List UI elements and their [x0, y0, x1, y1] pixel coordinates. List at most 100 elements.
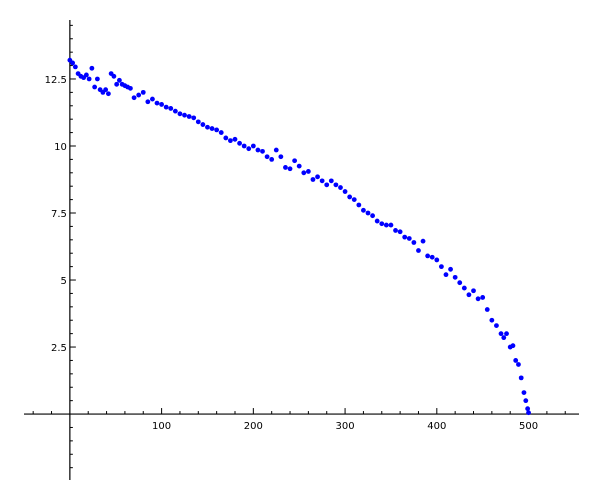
data-point: [89, 65, 95, 71]
y-tick-label: 12.5: [45, 75, 67, 86]
data-point: [237, 140, 242, 146]
data-point: [388, 222, 394, 228]
data-point: [471, 288, 476, 294]
data-point: [501, 335, 507, 341]
data-point: [128, 85, 133, 91]
data-point: [195, 119, 201, 125]
data-point: [70, 60, 76, 66]
data-point: [154, 100, 160, 106]
data-point: [480, 295, 486, 300]
data-point: [379, 221, 385, 227]
data-point: [466, 292, 472, 298]
data-point: [416, 248, 421, 253]
data-point: [521, 390, 527, 396]
data-point: [452, 274, 458, 280]
data-point: [209, 126, 215, 131]
data-point: [205, 124, 210, 130]
data-point: [72, 64, 78, 70]
data-point: [250, 143, 256, 149]
data-point: [443, 272, 449, 278]
data-point: [83, 72, 89, 78]
data-point: [214, 127, 220, 133]
x-tick-label: 300: [336, 421, 355, 432]
data-point: [246, 146, 252, 152]
data-point: [114, 81, 120, 87]
data-point: [438, 264, 444, 270]
data-point: [411, 240, 417, 245]
data-point: [397, 229, 403, 235]
data-point: [448, 266, 453, 272]
data-point: [105, 91, 111, 97]
data-point: [117, 77, 122, 83]
data-point: [223, 135, 229, 141]
data-point: [191, 115, 197, 121]
data-point: [310, 177, 316, 182]
data-point: [168, 106, 174, 111]
data-point: [305, 169, 311, 174]
data-point: [518, 375, 524, 381]
data-point: [136, 92, 142, 98]
data-point: [163, 104, 169, 110]
data-point: [429, 254, 435, 260]
data-point: [172, 108, 178, 114]
data-point: [365, 210, 371, 216]
x-tick-label: 100: [152, 421, 171, 432]
data-point: [186, 114, 192, 119]
data-point: [328, 178, 334, 184]
data-point: [283, 165, 288, 170]
data-point: [393, 228, 398, 233]
data-point: [489, 317, 495, 323]
data-point: [264, 154, 270, 160]
data-point: [218, 130, 224, 135]
data-point: [292, 158, 298, 164]
data-point: [177, 111, 183, 117]
data-points: [67, 57, 531, 416]
data-point: [457, 280, 463, 286]
data-point: [383, 222, 389, 228]
data-point: [402, 234, 408, 240]
y-tick-label: 2.5: [51, 343, 67, 354]
data-point: [315, 174, 320, 180]
data-point: [498, 331, 504, 337]
data-point: [510, 343, 516, 349]
data-point: [351, 197, 357, 203]
data-point: [273, 147, 279, 153]
data-point: [504, 331, 509, 337]
data-point: [131, 95, 137, 101]
axes: [24, 20, 579, 480]
data-point: [232, 136, 238, 142]
data-point: [287, 166, 293, 172]
data-point: [182, 112, 187, 118]
data-point: [200, 122, 206, 127]
data-point: [374, 218, 380, 224]
data-point: [103, 87, 109, 93]
y-tick-label: 5: [60, 276, 66, 287]
data-point: [434, 257, 440, 263]
data-point: [484, 307, 490, 312]
data-point: [516, 362, 521, 367]
x-tick-label: 500: [519, 421, 538, 432]
data-point: [145, 99, 151, 105]
data-point: [338, 185, 343, 190]
data-point: [159, 102, 165, 107]
data-point: [269, 156, 275, 162]
data-point: [347, 194, 353, 200]
data-point: [461, 285, 467, 291]
data-point: [255, 147, 261, 153]
data-point: [92, 84, 98, 90]
y-tick-label: 10: [54, 142, 67, 153]
data-point: [525, 406, 531, 412]
data-point: [111, 73, 117, 79]
data-point: [228, 138, 233, 144]
data-point: [241, 143, 247, 149]
data-point: [301, 170, 307, 176]
data-point: [150, 96, 155, 102]
data-point: [260, 148, 265, 154]
data-point: [370, 213, 375, 219]
data-point: [319, 178, 325, 184]
data-point: [140, 89, 146, 95]
data-point: [420, 238, 426, 244]
data-point: [526, 410, 531, 416]
data-point: [406, 236, 412, 241]
